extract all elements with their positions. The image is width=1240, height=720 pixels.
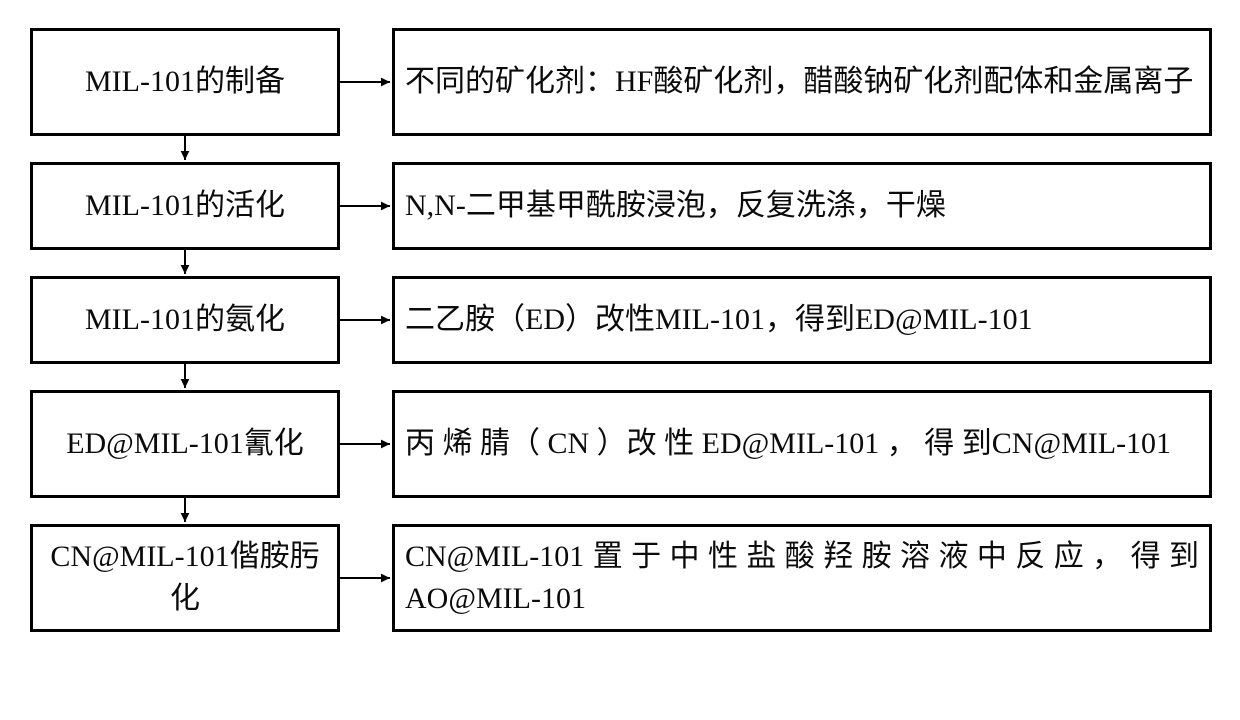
step-3-right: 二乙胺（ED）改性MIL-101，得到ED@MIL-101 <box>392 276 1212 364</box>
step-5-right-text: CN@MIL-101置于中性盐酸羟胺溶液中反应，得到AO@MIL-101 <box>405 536 1199 620</box>
step-1-left: MIL-101的制备 <box>30 28 340 136</box>
step-5-right: CN@MIL-101置于中性盐酸羟胺溶液中反应，得到AO@MIL-101 <box>392 524 1212 632</box>
step-1-right-text: 不同的矿化剂：HF酸矿化剂，醋酸钠矿化剂配体和金属离子 <box>405 61 1199 103</box>
step-2-right: N,N-二甲基甲酰胺浸泡，反复洗涤，干燥 <box>392 162 1212 250</box>
step-4-left: ED@MIL-101氰化 <box>30 390 340 498</box>
step-1-right: 不同的矿化剂：HF酸矿化剂，醋酸钠矿化剂配体和金属离子 <box>392 28 1212 136</box>
step-2-right-text: N,N-二甲基甲酰胺浸泡，反复洗涤，干燥 <box>405 185 1199 227</box>
step-4-right-text: 丙 烯 腈（ CN ）改 性 ED@MIL-101 ， 得 到CN@MIL-10… <box>405 423 1199 465</box>
step-2-left: MIL-101的活化 <box>30 162 340 250</box>
step-5-left: CN@MIL-101偕胺肟化 <box>30 524 340 632</box>
step-4-right: 丙 烯 腈（ CN ）改 性 ED@MIL-101 ， 得 到CN@MIL-10… <box>392 390 1212 498</box>
step-3-left: MIL-101的氨化 <box>30 276 340 364</box>
step-3-right-text: 二乙胺（ED）改性MIL-101，得到ED@MIL-101 <box>405 299 1199 341</box>
